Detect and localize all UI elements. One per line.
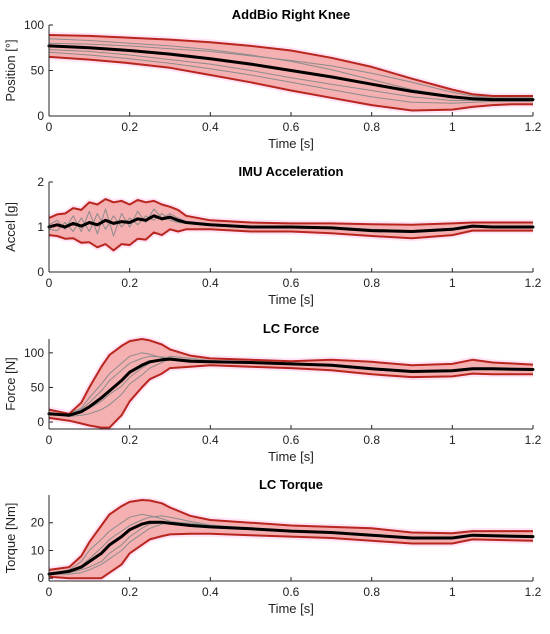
y-tick-label: 0: [37, 571, 44, 585]
chart-lc-torque: LC Torque 0 0.2 0.4 0.6 0.8 1 1.2 0 10 20 Time [s] T…: [3, 477, 542, 616]
chart-title: LC Torque: [259, 477, 323, 492]
x-tick-label: 0.2: [121, 433, 138, 447]
x-tick-label: 1.2: [525, 433, 542, 447]
confidence-band: [49, 500, 533, 579]
chart-title: LC Force: [263, 321, 319, 336]
y-axis-label: Accel [g]: [3, 202, 18, 252]
mean-line: [47, 44, 535, 102]
x-tick-label: 1: [449, 433, 456, 447]
y-axis-label: Torque [Nm]: [3, 503, 18, 574]
band-lower-line: [48, 364, 533, 429]
x-tick-label: 0.4: [202, 276, 219, 290]
x-tick-label: 0.4: [202, 120, 219, 134]
y-tick-label: 100: [24, 18, 44, 32]
x-axis-label: Time [s]: [268, 136, 314, 151]
band-upper-line: [48, 499, 533, 571]
y-tick-label: 50: [31, 64, 45, 78]
trial-line: [48, 42, 533, 99]
chart-addbio-right-knee: AddBio Right Knee 0 0.2 0.4 0.6 0.8 1 1.2 0 50 100…: [3, 7, 542, 151]
x-axis-label: Time [s]: [268, 601, 314, 616]
band-lower-line: [48, 532, 534, 580]
x-tick-label: 0: [46, 585, 53, 599]
x-tick-label: 1: [449, 120, 456, 134]
x-tick-label: 1: [449, 276, 456, 290]
x-tick-label: 0.8: [363, 276, 380, 290]
y-tick-label: 0: [37, 109, 44, 123]
mean-line: [47, 214, 535, 233]
x-tick-label: 0.4: [202, 433, 219, 447]
y-tick-label: 50: [31, 380, 45, 394]
x-tick-label: 0.6: [283, 585, 300, 599]
confidence-band: [49, 35, 533, 111]
x-tick-label: 0.2: [121, 276, 138, 290]
y-tick-label: 10: [31, 543, 45, 557]
x-tick-label: 1: [449, 585, 456, 599]
x-tick-label: 0.8: [363, 120, 380, 134]
chart-title: IMU Acceleration: [239, 164, 344, 179]
x-tick-label: 0.6: [283, 276, 300, 290]
band-lower-line: [48, 228, 533, 252]
x-tick-label: 0.6: [283, 433, 300, 447]
x-tick-label: 0: [46, 276, 53, 290]
y-tick-label: 2: [37, 175, 44, 189]
x-tick-label: 0.6: [283, 120, 300, 134]
band-lower-line: [48, 55, 533, 112]
band-upper-line: [48, 34, 533, 97]
x-tick-label: 0: [46, 120, 53, 134]
x-tick-label: 1.2: [525, 585, 542, 599]
y-tick-label: 100: [24, 346, 44, 360]
x-axis-label: Time [s]: [268, 292, 314, 307]
y-axis-label: Force [N]: [3, 357, 18, 410]
chart-lc-force: LC Force 0 0.2 0.4 0.6 0.8 1 1.2 0 50 100 Time [s] F…: [3, 321, 542, 464]
x-tick-label: 0.4: [202, 585, 219, 599]
x-tick-label: 0.8: [363, 585, 380, 599]
x-axis-label: Time [s]: [268, 449, 314, 464]
y-tick-label: 0: [37, 415, 44, 429]
trial-line: [48, 51, 533, 104]
x-tick-label: 0.2: [121, 120, 138, 134]
confidence-band: [49, 199, 533, 251]
confidence-band: [49, 339, 533, 428]
y-tick-label: 1: [37, 220, 44, 234]
chart-imu-acceleration: IMU Acceleration 0 0.2 0.4 0.6 0.8 1 1.2 0 1 2 Time…: [3, 164, 542, 307]
x-tick-label: 0.8: [363, 433, 380, 447]
y-tick-label: 0: [37, 265, 44, 279]
band-upper-line: [48, 338, 534, 415]
mean-line: [47, 357, 535, 417]
x-tick-label: 1.2: [525, 120, 542, 134]
x-tick-label: 0.2: [121, 585, 138, 599]
y-axis-label: Position [°]: [3, 39, 18, 101]
x-tick-label: 0: [46, 433, 53, 447]
x-tick-label: 1.2: [525, 276, 542, 290]
mean-line: [47, 520, 535, 576]
chart-title: AddBio Right Knee: [232, 7, 350, 22]
y-tick-label: 20: [31, 516, 45, 530]
band-upper-line: [48, 198, 533, 226]
